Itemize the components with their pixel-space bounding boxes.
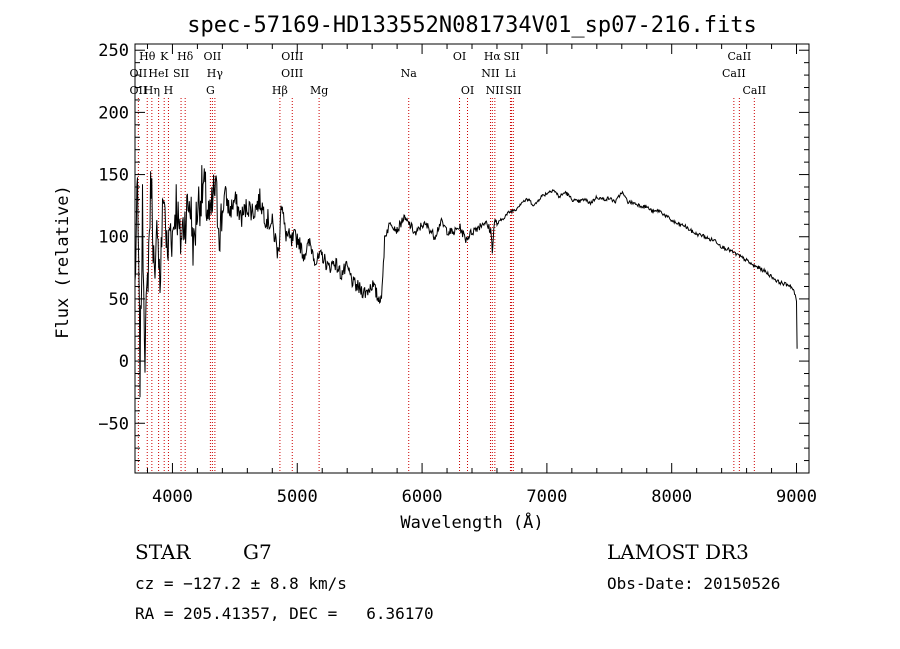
spectral-line-label: OI: [453, 50, 466, 63]
ra-dec-coordinates: RA = 205.41357, DEC = 6.36170: [135, 604, 434, 623]
spectral-line-label: OII: [204, 50, 222, 63]
y-axis-label: Flux (relative): [53, 185, 73, 339]
spectral-line-label: NII: [486, 84, 504, 97]
x-tick-label: 8000: [651, 487, 692, 507]
spectral-line-label: Li: [505, 67, 516, 80]
spectral-line-label: NII: [481, 67, 499, 80]
x-tick-label: 4000: [152, 487, 193, 507]
spectral-line-label: OII: [130, 84, 148, 97]
axis-tick-labels: 4000 5000 6000 7000 8000 9000 −50 0 50 100 150 200 2…: [98, 41, 817, 507]
x-tick-label: 7000: [526, 487, 567, 507]
spectral-line-label: Hη: [144, 84, 160, 97]
spectral-line-label: OII: [130, 67, 148, 80]
y-tick-label: 100: [98, 228, 129, 248]
survey-name: LAMOST DR3: [607, 540, 749, 564]
redshift-cz: cz = −127.2 ± 8.8 km/s: [135, 574, 347, 593]
y-tick-label: −50: [98, 414, 129, 434]
spectral-line-label: SII: [503, 50, 519, 63]
spectral-line-label: SII: [505, 84, 521, 97]
spectral-line-label: SII: [173, 67, 189, 80]
object-class: STAR: [135, 540, 191, 564]
x-axis-label: Wavelength (Å): [400, 511, 543, 533]
spectral-line-label: G: [206, 84, 215, 97]
spectral-line-label: CaII: [742, 84, 766, 97]
spectral-line-label: Hδ: [177, 50, 194, 63]
spectral-line-label: CaII: [728, 50, 752, 63]
x-tick-label: 9000: [776, 487, 817, 507]
x-tick-label: 6000: [402, 487, 443, 507]
spectral-line-label: Hβ: [272, 84, 288, 97]
spectral-line-label: Hγ: [207, 67, 224, 80]
plot-frame: [134, 43, 810, 474]
spectral-line-label: OIII: [281, 67, 303, 80]
spectral-line-label: H: [164, 84, 174, 97]
spectral-line-label: OIII: [281, 50, 303, 63]
y-tick-label: 200: [98, 103, 129, 123]
spectral-line-label: OI: [461, 84, 474, 97]
observation-date: Obs-Date: 20150526: [607, 574, 781, 593]
spectral-line-label: HeI: [148, 67, 168, 80]
spectral-line-label: Na: [401, 67, 418, 80]
chart-title: spec-57169-HD133552N081734V01_sp07-216.f…: [187, 13, 757, 38]
axis-ticks: [135, 44, 809, 473]
y-tick-label: 150: [98, 166, 129, 186]
spectral-line-label: K: [160, 50, 169, 63]
spectrum-series-line: [134, 165, 798, 398]
spectral-line-label: Hθ: [139, 50, 156, 63]
object-subclass: G7: [243, 540, 272, 564]
y-tick-label: 0: [119, 352, 129, 372]
y-tick-label: 50: [109, 290, 129, 310]
spectral-line-label: Hα: [484, 50, 502, 63]
spectral-line-label: CaII: [722, 67, 746, 80]
spectral-line-label: Mg: [310, 84, 328, 97]
x-tick-label: 5000: [277, 487, 318, 507]
y-tick-label: 250: [98, 41, 129, 61]
